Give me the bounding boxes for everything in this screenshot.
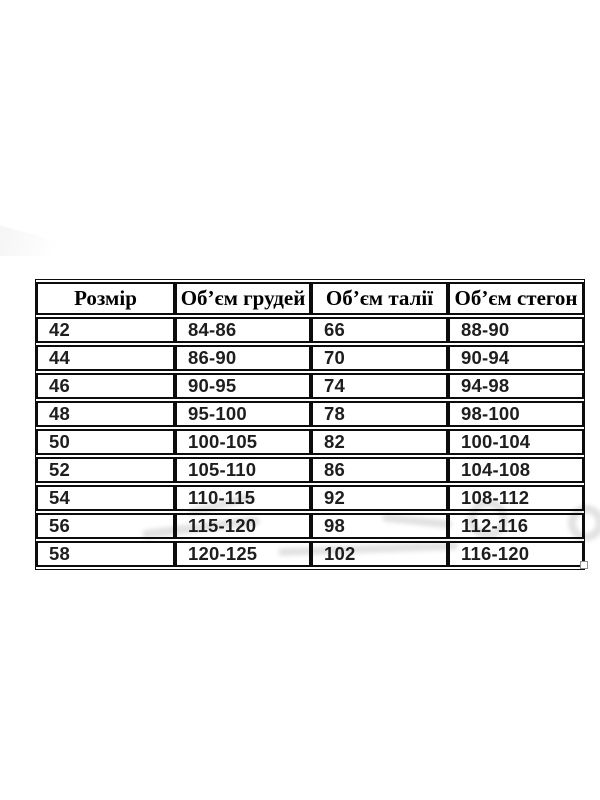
cell-hips: 98-100 [448, 401, 584, 427]
cell-size: 46 [36, 373, 175, 399]
cell-hips: 116-120 [448, 541, 584, 567]
header-cell-hips: Об’єм стегон [448, 282, 584, 315]
table-row: 52 105-110 86 104-108 [36, 457, 584, 483]
table-row: 58 120-125 102 116-120 [36, 541, 584, 567]
table-row: 44 86-90 70 90-94 [36, 345, 584, 371]
cell-waist: 82 [311, 429, 448, 455]
cell-waist: 86 [311, 457, 448, 483]
table-row: 46 90-95 74 94-98 [36, 373, 584, 399]
cell-waist: 66 [311, 317, 448, 343]
cell-size: 58 [36, 541, 175, 567]
header-cell-chest: Об’єм грудей [175, 282, 311, 315]
header-cell-waist: Об’єм талії [311, 282, 448, 315]
cell-waist: 74 [311, 373, 448, 399]
selection-handle[interactable] [580, 561, 588, 569]
header-row: Розмір Об’єм грудей Об’єм талії Об’єм ст… [36, 282, 584, 315]
cell-hips: 112-116 [448, 513, 584, 539]
cell-size: 50 [36, 429, 175, 455]
cell-chest: 90-95 [175, 373, 311, 399]
cell-chest: 115-120 [175, 513, 311, 539]
cell-waist: 92 [311, 485, 448, 511]
cell-hips: 108-112 [448, 485, 584, 511]
cell-waist: 98 [311, 513, 448, 539]
cell-size: 54 [36, 485, 175, 511]
cell-size: 56 [36, 513, 175, 539]
cell-size: 48 [36, 401, 175, 427]
cell-hips: 90-94 [448, 345, 584, 371]
cell-hips: 94-98 [448, 373, 584, 399]
cell-waist: 78 [311, 401, 448, 427]
cell-chest: 110-115 [175, 485, 311, 511]
cell-chest: 120-125 [175, 541, 311, 567]
cell-waist: 102 [311, 541, 448, 567]
cell-waist: 70 [311, 345, 448, 371]
table-row: 56 115-120 98 112-116 [36, 513, 584, 539]
cell-chest: 95-100 [175, 401, 311, 427]
cell-hips: 88-90 [448, 317, 584, 343]
table-row: 48 95-100 78 98-100 [36, 401, 584, 427]
table-row: 50 100-105 82 100-104 [36, 429, 584, 455]
table-row: 42 84-86 66 88-90 [36, 317, 584, 343]
cell-hips: 100-104 [448, 429, 584, 455]
cell-size: 52 [36, 457, 175, 483]
cell-size: 44 [36, 345, 175, 371]
cell-hips: 104-108 [448, 457, 584, 483]
photo-corner-smudge [0, 225, 78, 256]
size-chart-table: Розмір Об’єм грудей Об’єм талії Об’єм ст… [35, 279, 585, 570]
header-cell-size: Розмір [36, 282, 175, 315]
cell-chest: 86-90 [175, 345, 311, 371]
cell-chest: 100-105 [175, 429, 311, 455]
cell-chest: 84-86 [175, 317, 311, 343]
cell-chest: 105-110 [175, 457, 311, 483]
table-row: 54 110-115 92 108-112 [36, 485, 584, 511]
cell-size: 42 [36, 317, 175, 343]
